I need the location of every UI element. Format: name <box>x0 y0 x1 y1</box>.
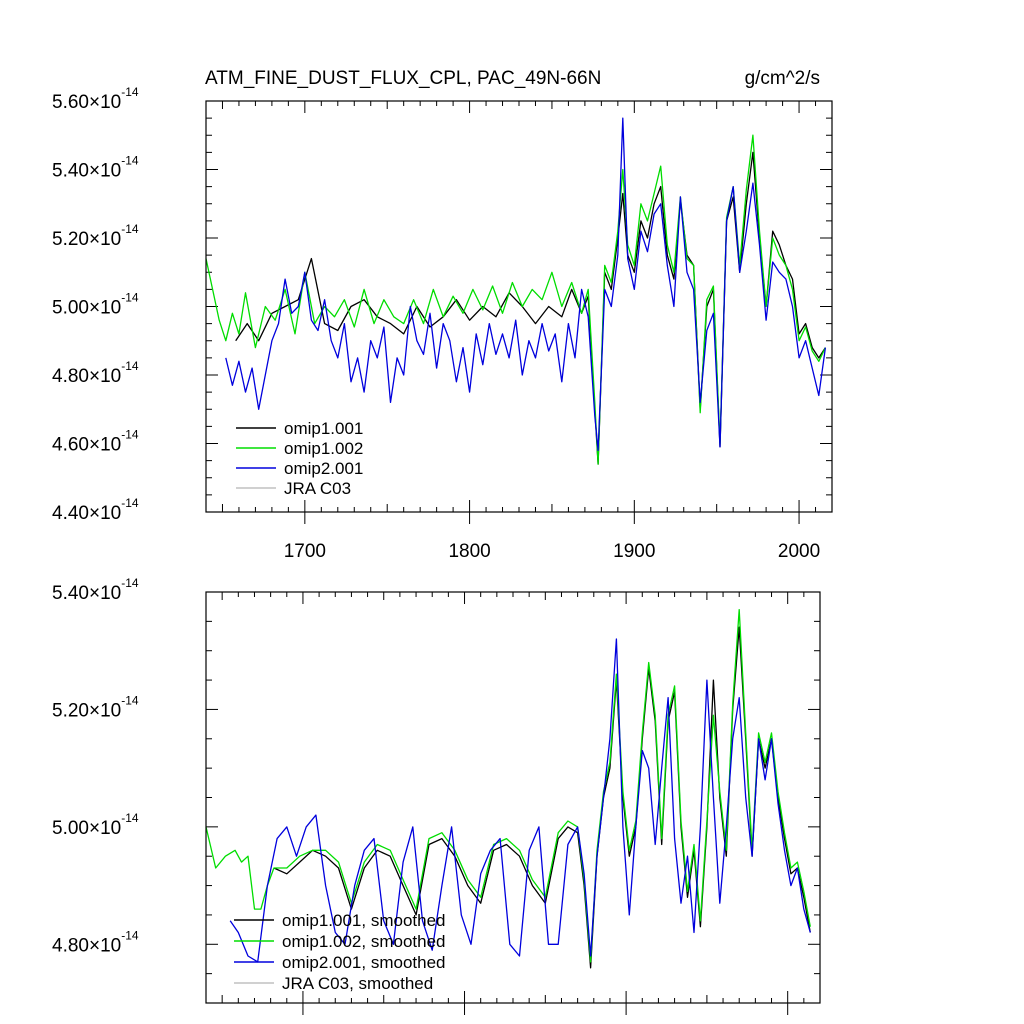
x-tick-label: 1700 <box>284 541 326 562</box>
y-tick-label: 5.60×10-14 <box>52 85 139 113</box>
top-y-tick-labels: 4.40×10-14 4.60×10-14 4.80×10-14 5.00×10-14… <box>52 85 139 524</box>
legend-label: omip1.002 <box>284 439 363 458</box>
bottom-series-lines <box>205 608 811 969</box>
x-tick-label: 2000 <box>778 541 820 562</box>
top-x-tick-labels: 1700 1800 1900 2000 <box>284 541 820 562</box>
legend-label: JRA C03, smoothed <box>282 974 433 993</box>
legend-label: JRA C03 <box>284 479 351 498</box>
top-series-lines <box>205 117 827 465</box>
legend-label: omip1.002, smoothed <box>282 932 446 951</box>
x-tick-label: 1800 <box>448 541 490 562</box>
top-ticks <box>206 100 833 524</box>
panel-bottom: 4.80×10-14 5.00×10-14 5.20×10-14 5.40×10-14… <box>52 576 821 1015</box>
legend-label: omip1.001, smoothed <box>282 911 446 930</box>
chart-title: ATM_FINE_DUST_FLUX_CPL, PAC_49N-66N <box>205 68 601 89</box>
legend-label: omip2.001, smoothed <box>282 953 446 972</box>
top-plot-frame <box>205 100 833 513</box>
y-tick-label: 5.40×10-14 <box>52 154 139 182</box>
panel-top: ATM_FINE_DUST_FLUX_CPL, PAC_49N-66N g/cm… <box>52 68 833 562</box>
bottom-plot-frame <box>205 591 821 1004</box>
y-tick-label: 4.80×10-14 <box>52 359 139 387</box>
x-tick-label: 1900 <box>613 541 655 562</box>
series-line-1 <box>205 608 811 963</box>
bottom-y-tick-labels: 4.80×10-14 5.00×10-14 5.20×10-14 5.40×10-14 <box>52 576 139 956</box>
legend-label: omip1.001 <box>284 419 363 438</box>
y-tick-label: 5.00×10-14 <box>52 291 139 319</box>
y-tick-label: 5.20×10-14 <box>52 222 139 250</box>
series-line-2 <box>225 117 827 452</box>
y-tick-label: 5.00×10-14 <box>52 811 139 839</box>
y-tick-label: 4.60×10-14 <box>52 428 139 456</box>
chart-units: g/cm^2/s <box>745 68 820 89</box>
y-tick-label: 5.20×10-14 <box>52 693 139 721</box>
legend-label: omip2.001 <box>284 459 363 478</box>
bottom-legend: omip1.001, smoothed omip1.002, smoothed om… <box>234 911 446 993</box>
y-tick-label: 4.40×10-14 <box>52 496 139 524</box>
y-tick-label: 5.40×10-14 <box>52 576 139 604</box>
series-line-2 <box>229 638 811 963</box>
series-line-0 <box>235 151 826 465</box>
y-tick-label: 4.80×10-14 <box>52 928 139 956</box>
